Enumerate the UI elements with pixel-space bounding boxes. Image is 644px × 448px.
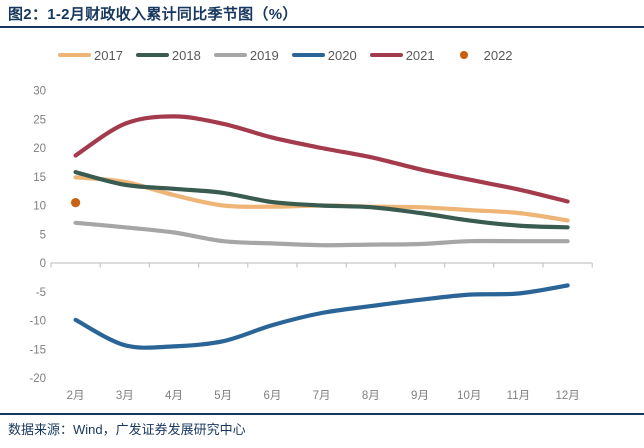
legend-label: 2021 <box>405 47 435 63</box>
y-axis-label: 20 <box>33 143 46 155</box>
title-divider <box>0 26 644 28</box>
legend-line-swatch <box>369 52 403 58</box>
y-axis-label: -5 <box>36 287 46 299</box>
page-title: 图2：1-2月财政收入累计同比季节图（%） <box>8 6 298 23</box>
footer-divider <box>0 413 644 415</box>
series-line-2020 <box>73 283 570 350</box>
legend-label: 2017 <box>94 47 123 63</box>
legend-label: 2019 <box>249 47 279 63</box>
y-axis-label: 15 <box>33 172 46 184</box>
x-axis-label: 8月 <box>362 390 380 402</box>
y-axis-label: 0 <box>40 258 46 270</box>
x-axis-label: 11月 <box>507 390 530 402</box>
x-axis-label: 9月 <box>411 390 429 402</box>
x-axis-label: 5月 <box>214 390 232 402</box>
y-axis-label: -15 <box>29 344 46 356</box>
chart-legend: 2017 2018 2019 2020 2021 2022 <box>58 45 513 65</box>
legend-label: 2020 <box>327 47 357 63</box>
y-axis-label: 30 <box>33 86 46 98</box>
x-axis-label: 2月 <box>67 390 85 402</box>
y-axis-label: -10 <box>29 316 46 328</box>
legend-item-2022: 2022 <box>448 49 513 62</box>
data-source: 数据来源：Wind，广发证券发展研究中心 <box>8 422 246 437</box>
y-axis-label: -20 <box>29 373 46 385</box>
legend-line-swatch <box>58 52 91 58</box>
legend-item-2021: 2021 <box>369 47 435 63</box>
legend-dot-swatch <box>448 51 481 59</box>
y-axis-label: 10 <box>33 201 46 213</box>
x-axis-label: 3月 <box>116 390 134 402</box>
legend-item-2020: 2020 <box>291 47 357 63</box>
x-axis-label: 6月 <box>263 390 281 402</box>
legend-item-2018: 2018 <box>135 47 201 63</box>
legend-item-2019: 2019 <box>213 47 279 63</box>
x-axis-label: 7月 <box>313 390 331 402</box>
series-line-2018 <box>73 170 570 230</box>
x-axis-label: 10月 <box>457 390 481 402</box>
legend-label: 2018 <box>171 47 201 63</box>
legend-line-swatch <box>291 52 325 58</box>
x-axis-label: 4月 <box>165 390 183 402</box>
data-point-2022 <box>71 198 81 208</box>
y-axis-label: 25 <box>33 114 46 126</box>
x-axis-label: 12月 <box>555 390 579 402</box>
series-line-2019 <box>73 220 570 248</box>
legend-line-swatch <box>135 52 169 58</box>
y-axis-label: 5 <box>40 229 46 241</box>
series-line-2021 <box>73 114 570 204</box>
legend-line-swatch <box>213 52 247 58</box>
legend-item-2017: 2017 <box>58 49 123 62</box>
legend-dot <box>460 51 468 59</box>
legend-label: 2022 <box>483 47 513 63</box>
